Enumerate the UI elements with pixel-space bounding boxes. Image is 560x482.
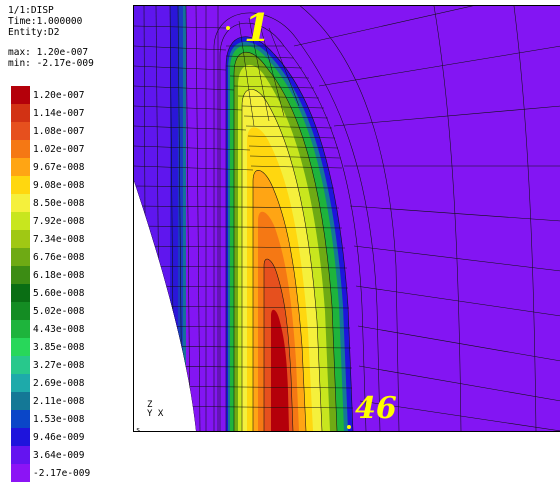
legend-swatch xyxy=(11,122,30,140)
legend-row: 2.11e-008 xyxy=(11,392,90,410)
legend-row: 5.02e-008 xyxy=(11,302,90,320)
legend-swatch xyxy=(11,140,30,158)
legend-label: 3.27e-008 xyxy=(33,359,85,371)
legend-swatch xyxy=(11,230,30,248)
node-label-top: 1 xyxy=(244,5,271,50)
legend-row: 3.85e-008 xyxy=(11,338,90,356)
corner-label: s xyxy=(136,426,141,434)
legend-swatch xyxy=(11,176,30,194)
legend-swatch xyxy=(11,194,30,212)
legend-label: 6.18e-008 xyxy=(33,269,85,281)
legend-row: 1.08e-007 xyxy=(11,122,90,140)
legend-label: 2.69e-008 xyxy=(33,377,85,389)
legend-row: 2.69e-008 xyxy=(11,374,90,392)
legend-label: 1.14e-007 xyxy=(33,107,85,119)
legend-label: 4.43e-008 xyxy=(33,323,85,335)
legend-label: 8.50e-008 xyxy=(33,197,85,209)
legend-swatch xyxy=(11,446,30,464)
legend-swatch xyxy=(11,104,30,122)
legend-label: -2.17e-009 xyxy=(33,467,91,479)
result-info-panel: 1/1:DISP Time:1.000000 Entity:D2 max: 1.… xyxy=(8,5,94,69)
legend-row: 5.60e-008 xyxy=(11,284,90,302)
legend-row: 9.67e-008 xyxy=(11,158,90,176)
legend-swatch xyxy=(11,410,30,428)
legend-swatch xyxy=(11,266,30,284)
legend-swatch xyxy=(11,392,30,410)
legend-swatch xyxy=(11,86,30,104)
legend-label: 9.08e-008 xyxy=(33,179,85,191)
node-marker-bottom xyxy=(347,425,351,429)
fem-plot-viewport[interactable] xyxy=(133,5,560,432)
legend-row: 3.64e-009 xyxy=(11,446,90,464)
legend-swatch xyxy=(11,428,30,446)
legend-swatch xyxy=(11,374,30,392)
legend-label: 1.02e-007 xyxy=(33,143,85,155)
result-time-text: Time:1.000000 xyxy=(8,16,83,27)
contour-plot xyxy=(134,6,560,431)
legend-swatch xyxy=(11,212,30,230)
legend-label: 7.92e-008 xyxy=(33,215,85,227)
legend-label: 1.08e-007 xyxy=(33,125,85,137)
axis-triad: Z Y X xyxy=(147,401,163,419)
contour-legend: 1.20e-007 1.14e-007 1.08e-007 1.02e-007 9.67… xyxy=(11,86,90,482)
result-min-text: min: -2.17e-009 xyxy=(8,58,94,69)
legend-row: 1.53e-008 xyxy=(11,410,90,428)
legend-row: 1.20e-007 xyxy=(11,86,90,104)
result-entity-text: Entity:D2 xyxy=(8,27,60,38)
legend-swatch xyxy=(11,320,30,338)
legend-row: 1.14e-007 xyxy=(11,104,90,122)
legend-row: 3.27e-008 xyxy=(11,356,90,374)
axis-z-label: Z xyxy=(147,400,153,410)
legend-row: 9.46e-009 xyxy=(11,428,90,446)
legend-label: 6.76e-008 xyxy=(33,251,85,263)
node-marker-top xyxy=(226,26,230,30)
legend-row: 9.08e-008 xyxy=(11,176,90,194)
legend-label: 7.34e-008 xyxy=(33,233,85,245)
legend-swatch xyxy=(11,284,30,302)
legend-row: 6.18e-008 xyxy=(11,266,90,284)
legend-label: 1.53e-008 xyxy=(33,413,85,425)
legend-row: -2.17e-009 xyxy=(11,464,90,482)
legend-swatch xyxy=(11,356,30,374)
legend-label: 9.46e-009 xyxy=(33,431,85,443)
legend-swatch xyxy=(11,464,30,482)
legend-swatch xyxy=(11,338,30,356)
legend-swatch xyxy=(11,248,30,266)
legend-label: 3.85e-008 xyxy=(33,341,85,353)
legend-label: 9.67e-008 xyxy=(33,161,85,173)
legend-label: 5.60e-008 xyxy=(33,287,85,299)
node-label-bottom: 46 xyxy=(355,391,397,426)
legend-row: 1.02e-007 xyxy=(11,140,90,158)
legend-swatch xyxy=(11,302,30,320)
legend-row: 4.43e-008 xyxy=(11,320,90,338)
legend-row: 8.50e-008 xyxy=(11,194,90,212)
axis-yx-label: Y X xyxy=(147,409,164,419)
legend-label: 1.20e-007 xyxy=(33,89,85,101)
legend-label: 3.64e-009 xyxy=(33,449,85,461)
legend-row: 7.92e-008 xyxy=(11,212,90,230)
result-max-text: max: 1.20e-007 xyxy=(8,47,89,58)
legend-row: 7.34e-008 xyxy=(11,230,90,248)
legend-swatch xyxy=(11,158,30,176)
result-step-text: 1/1:DISP xyxy=(8,5,54,16)
legend-label: 5.02e-008 xyxy=(33,305,85,317)
legend-label: 2.11e-008 xyxy=(33,395,85,407)
legend-row: 6.76e-008 xyxy=(11,248,90,266)
